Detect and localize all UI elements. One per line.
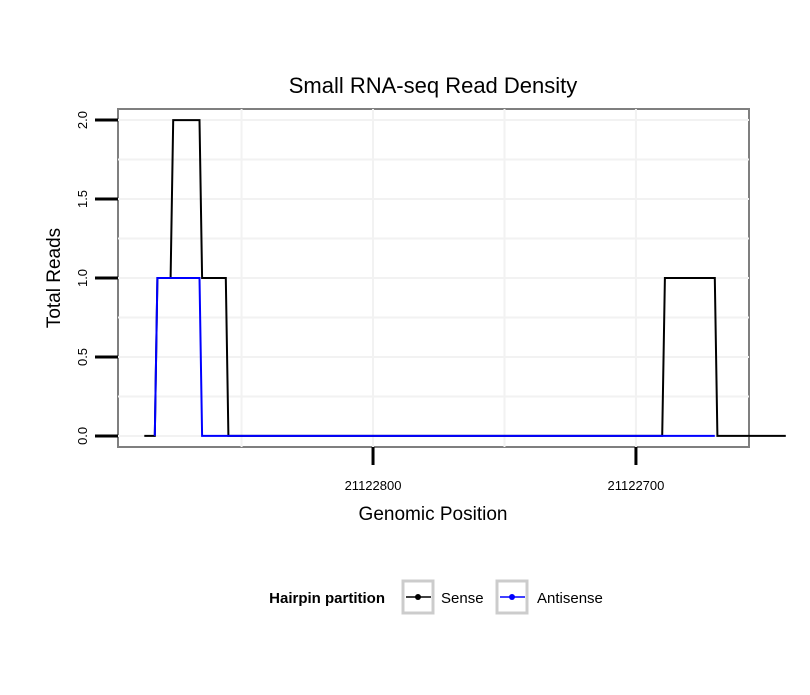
chart-title: Small RNA-seq Read Density xyxy=(289,73,578,98)
series-line-antisense xyxy=(153,277,715,437)
y-axis: 0.0 0.5 1.0 1.5 2.0 xyxy=(75,111,118,445)
x-axis: 21122800 21122700 xyxy=(345,447,665,493)
x-tick-label: 21122700 xyxy=(608,478,665,493)
y-tick-label: 0.0 xyxy=(75,427,90,445)
legend: Hairpin partition Sense Antisense xyxy=(269,579,603,615)
y-tick-label: 1.0 xyxy=(75,269,90,287)
y-tick-label: 2.0 xyxy=(75,111,90,129)
legend-point-sense xyxy=(415,594,421,600)
legend-item-sense: Sense xyxy=(401,579,484,615)
legend-label-sense: Sense xyxy=(441,590,484,607)
legend-title: Hairpin partition xyxy=(269,590,385,607)
y-tick-label: 0.5 xyxy=(75,348,90,366)
legend-item-antisense: Antisense xyxy=(495,579,603,615)
x-axis-label: Genomic Position xyxy=(359,504,508,525)
series-lines xyxy=(144,119,786,437)
y-axis-label: Total Reads xyxy=(44,228,65,328)
legend-label-antisense: Antisense xyxy=(537,590,603,607)
y-tick-label: 1.5 xyxy=(75,190,90,208)
x-tick-label: 21122800 xyxy=(345,478,402,493)
legend-point-antisense xyxy=(509,594,515,600)
